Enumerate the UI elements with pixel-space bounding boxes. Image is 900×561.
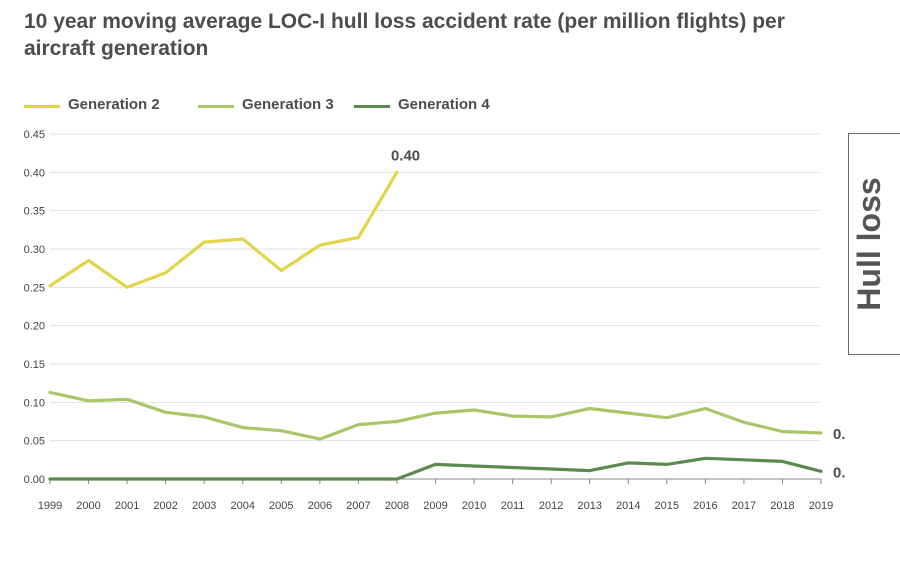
legend-swatch-generation-3 xyxy=(198,105,234,108)
y-tick-label: 0.20 xyxy=(24,321,45,333)
series-line-generation-3 xyxy=(48,390,823,441)
legend-swatch-generation-4 xyxy=(354,105,390,108)
side-label-hull-loss: Hull loss xyxy=(851,177,887,311)
x-tick-label: 2002 xyxy=(153,500,177,512)
y-tick-label: 0.40 xyxy=(24,167,45,179)
data-label: 0.06 xyxy=(833,426,845,443)
series-lines xyxy=(48,170,823,481)
x-tick-label: 2010 xyxy=(462,500,486,512)
y-tick-label: 0.25 xyxy=(24,282,45,294)
legend-swatch-generation-2 xyxy=(24,105,60,108)
x-tick-label: 2005 xyxy=(269,500,293,512)
y-tick-label: 0.15 xyxy=(24,359,45,371)
axes: 0.00 0.05 0.10 0.15 0.20 0.25 0.30 0.35 0.40 0.45… xyxy=(24,129,834,512)
x-tick-label: 2007 xyxy=(346,500,370,512)
y-tick-label: 0.35 xyxy=(24,206,45,218)
series-line-generation-4 xyxy=(48,456,823,481)
x-tick-label: 2004 xyxy=(231,500,255,512)
x-tick-label: 2015 xyxy=(655,500,679,512)
x-tick-label: 2009 xyxy=(423,500,447,512)
legend-label-generation-2: Generation 2 xyxy=(68,96,160,113)
x-tick-label: 2006 xyxy=(308,500,332,512)
y-tick-label: 0.10 xyxy=(24,397,45,409)
gridlines xyxy=(50,133,821,442)
line-chart: 0.00 0.05 0.10 0.15 0.20 0.25 0.30 0.35 0.40 0.45… xyxy=(24,129,845,512)
x-tick-label: 2016 xyxy=(693,500,717,512)
data-label: 0.01 xyxy=(833,464,845,481)
x-tick-label: 2019 xyxy=(809,500,833,512)
legend-label-generation-4: Generation 4 xyxy=(398,96,490,113)
x-tick-label: 2017 xyxy=(732,500,756,512)
data-label: 0.40 xyxy=(391,147,420,164)
x-tick-label: 2012 xyxy=(539,500,563,512)
x-tick-label: 2000 xyxy=(76,500,100,512)
x-tick-label: 2018 xyxy=(770,500,794,512)
data-labels: 0.40 0.06 0.01 xyxy=(391,147,845,481)
x-tick-label: 2008 xyxy=(385,500,409,512)
x-tick-label: 2014 xyxy=(616,500,640,512)
x-tick-label: 2013 xyxy=(577,500,601,512)
chart-title: 10 year moving average LOC-I hull loss a… xyxy=(24,10,785,60)
x-tick-label: 2003 xyxy=(192,500,216,512)
x-tick-label: 2011 xyxy=(501,500,525,512)
series-line-generation-2 xyxy=(48,170,399,289)
y-tick-label: 0.00 xyxy=(24,474,45,486)
side-panel-hull-loss: Hull loss xyxy=(848,133,900,355)
x-tick-label: 1999 xyxy=(38,500,62,512)
x-tick-label: 2001 xyxy=(115,500,139,512)
y-tick-label: 0.30 xyxy=(24,244,45,256)
legend-label-generation-3: Generation 3 xyxy=(242,96,334,113)
y-tick-label: 0.05 xyxy=(24,436,45,448)
y-tick-label: 0.45 xyxy=(24,129,45,141)
